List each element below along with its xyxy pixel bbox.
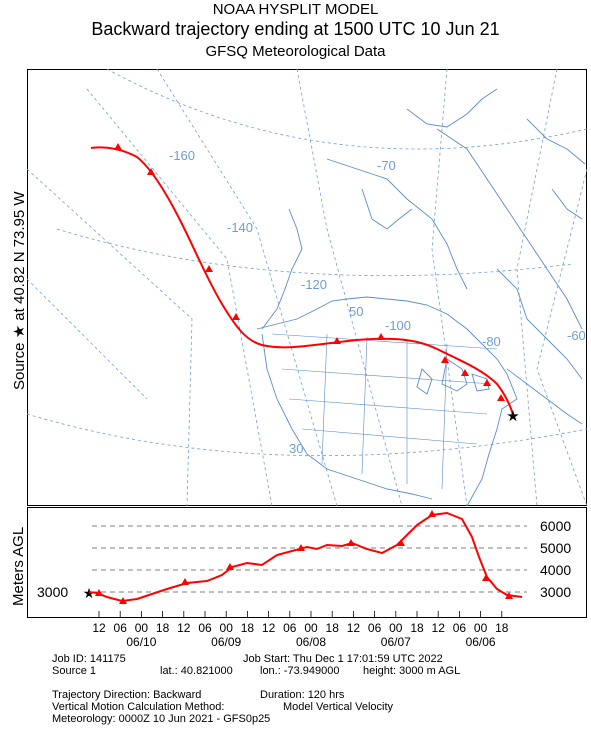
date-label: 06/08 [296,635,326,649]
lat-label-50: 50 [349,304,363,319]
hour-tick-label: 12 [92,621,106,635]
source-lat: lat.: 40.821000 [160,665,233,677]
tick-5000: 5000 [540,540,571,556]
hour-tick-labels: 12 06 00 18 12 06 00 18 12 06 00 18 12 06 00 18 12 06 00 18 [92,621,508,635]
lon-label-120: -120 [301,277,327,292]
hour-tick-marks [98,611,503,617]
state-borders [271,333,498,490]
meteorology-info: Meteorology: 0000Z 10 Jun 2021 - GFS0p25 [52,713,271,725]
trajectory-line [90,146,514,416]
lat-label-30: 30 [289,441,303,456]
hour-tick-label: 06 [368,621,382,635]
hour-tick-label: 18 [156,621,170,635]
altitude-trace [88,511,523,603]
tick-4000: 4000 [540,562,571,578]
date-label: 06/07 [381,635,411,649]
lon-label-160: -160 [169,148,195,163]
trajectory-title: Backward trajectory ending at 1500 UTC 1… [91,19,500,39]
graticule [27,69,587,506]
hour-tick-label: 06 [283,621,297,635]
date-labels: 06/10 06/09 06/08 06/07 06/06 [126,635,496,649]
hour-tick-label: 06 [114,621,128,635]
model-name: NOAA HYSPLIT MODEL [212,1,379,18]
hour-tick-label: 12 [262,621,276,635]
hour-tick-label: 00 [389,621,403,635]
altitude-axis-label: Meters AGL [10,526,27,606]
hour-tick-label: 00 [220,621,234,635]
duration: Duration: 120 hrs [260,689,345,701]
tick-3000: 3000 [540,584,571,600]
altitude-panel: 6000 5000 4000 3000 3000 ★ 12 06 00 18 12 06 0… [27,507,587,649]
altitude-frame [27,507,587,618]
graticule-labels: -160 -140 -120 -100 -80 -70 -60 50 30 [169,148,586,456]
lon-label-100: -100 [385,318,411,333]
trajectory-markers [114,143,505,401]
hour-tick-label: 18 [495,621,509,635]
trajectory-map: -160 -140 -120 -100 -80 -70 -60 50 30 ★ [27,69,587,506]
hour-tick-label: 12 [347,621,361,635]
meteorology-title: GFSQ Meteorological Data [205,43,386,60]
map-frame [27,69,587,506]
hour-tick-label: 00 [474,621,488,635]
coastlines [256,88,586,506]
hour-tick-label: 18 [241,621,255,635]
tick-6000: 6000 [540,518,571,534]
job-id: Job ID: 141175 [52,653,126,665]
vertical-method-value: Model Vertical Velocity [283,701,394,713]
source-lon: lon.: -73.949000 [260,665,340,677]
source-height-label: 3000 [37,584,68,600]
altitude-right-ticks: 6000 5000 4000 3000 [540,518,571,600]
vertical-method-label: Vertical Motion Calculation Method: [52,701,225,713]
date-label: 06/09 [211,635,241,649]
lon-label-70: -70 [377,158,396,173]
hour-tick-label: 06 [453,621,467,635]
hour-tick-label: 06 [198,621,212,635]
source-star-icon: ★ [506,408,519,425]
hour-tick-label: 18 [326,621,340,635]
lon-label-140: -140 [227,220,253,235]
hour-tick-label: 18 [410,621,424,635]
hour-tick-label: 00 [304,621,318,635]
lon-label-80: -80 [482,334,501,349]
job-start: Job Start: Thu Dec 1 17:01:59 UTC 2022 [243,653,443,665]
hour-tick-label: 12 [432,621,446,635]
hour-tick-label: 12 [177,621,191,635]
source-number: Source 1 [52,665,97,677]
date-label: 06/06 [466,635,496,649]
altitude-markers [95,510,513,604]
hour-tick-label: 00 [135,621,149,635]
lon-label-60: -60 [567,328,586,343]
source-height: height: 3000 m AGL [363,665,461,677]
source-location-label: Source ★ at 40.82 N 73.95 W [11,191,28,390]
date-label: 06/10 [126,635,156,649]
trajectory-direction: Trajectory Direction: Backward [52,689,202,701]
altitude-gridlines [92,525,527,593]
